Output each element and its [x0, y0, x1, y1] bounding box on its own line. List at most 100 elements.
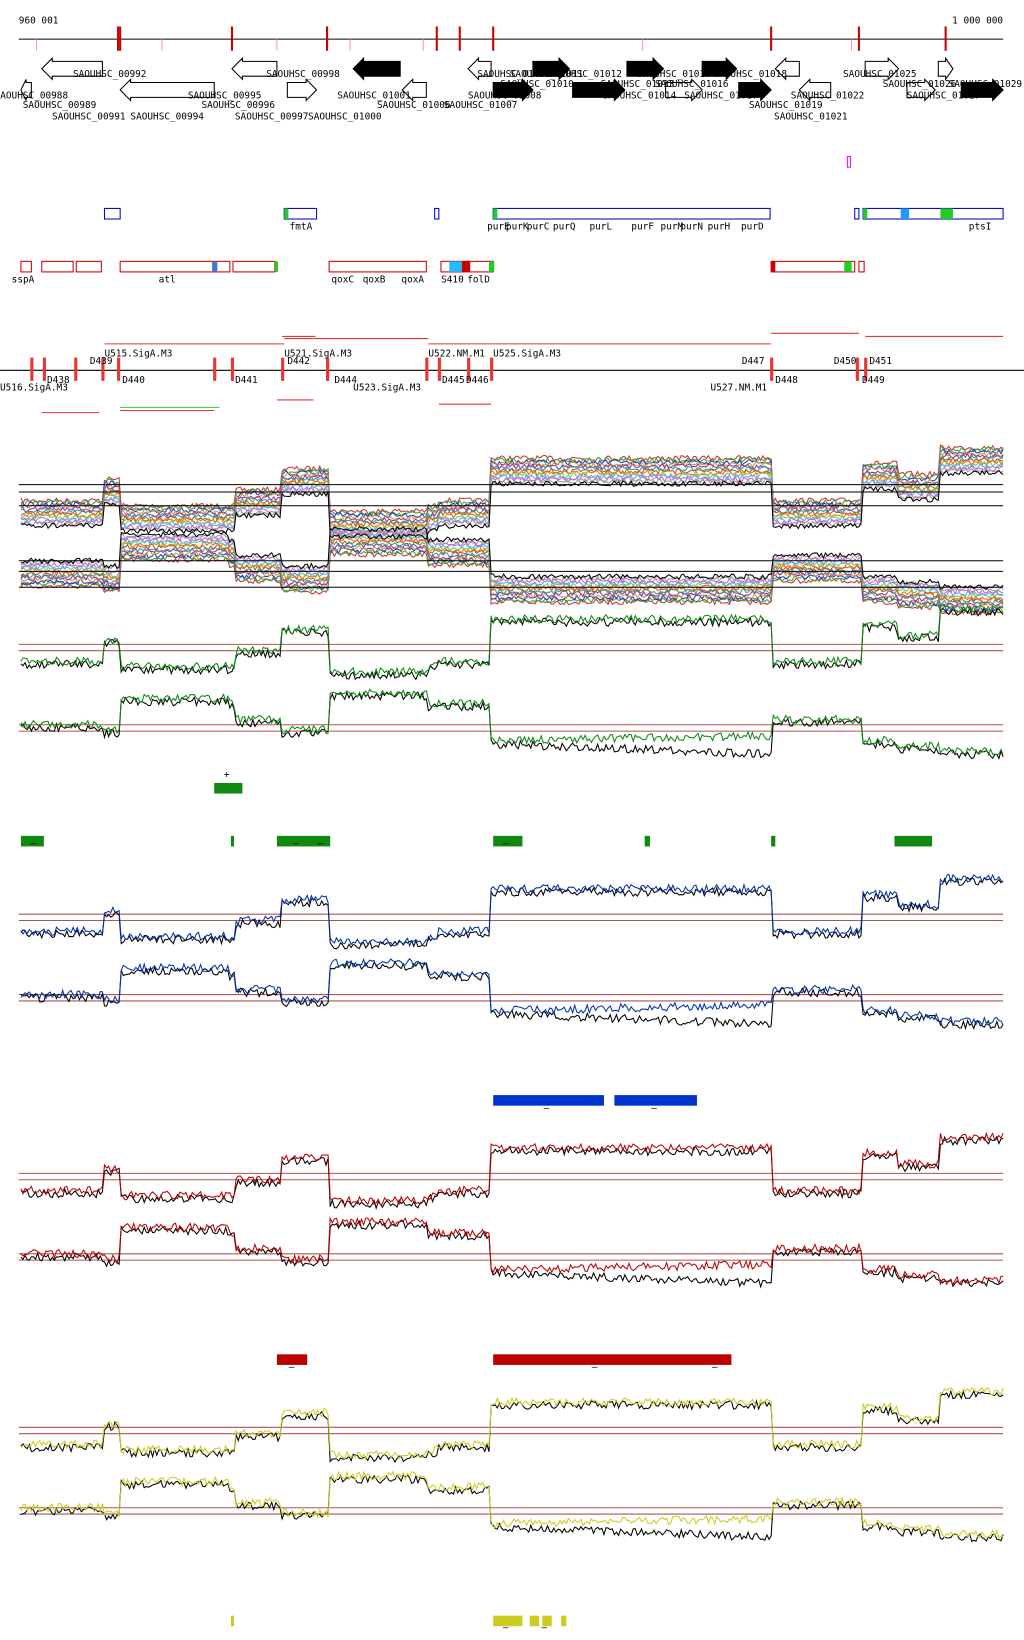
gene-label: SAOUHSC_01007 — [444, 100, 518, 111]
feature-label: purH — [708, 222, 731, 233]
segment-edge — [855, 357, 859, 381]
segment-edge — [425, 357, 429, 381]
gene-label: SAOUHSC_01013 — [601, 79, 675, 90]
result-bar — [493, 1095, 604, 1106]
segment-edge — [230, 357, 235, 381]
gene-label: SAOUHSC_00996 — [201, 100, 275, 111]
feature-label: purN — [680, 222, 703, 233]
trace — [20, 873, 1004, 948]
result-bar — [276, 1354, 308, 1365]
gene-arrow — [20, 79, 32, 101]
expr-trace — [20, 450, 1004, 521]
segment-label: U521.SigA.M3 — [284, 349, 352, 360]
ruler-end: 1 000 000 — [952, 15, 1003, 26]
trace — [20, 1470, 1004, 1539]
gene-label: SAOUHSC_01021 — [774, 112, 848, 123]
trace — [20, 961, 1004, 1031]
gene-arrow — [701, 56, 738, 81]
gene-arrow — [401, 78, 427, 102]
gene-arrow — [41, 56, 103, 81]
sign-label: – — [592, 1362, 598, 1373]
segment-label: U523.SigA.M3 — [353, 382, 421, 393]
result-bar — [894, 835, 933, 847]
segment-label: D442 — [287, 356, 310, 367]
gene-label: SAOUHSC_01019 — [749, 100, 823, 111]
gene-label: SAOUHSC_01015 — [637, 69, 711, 80]
trace — [20, 1216, 1004, 1286]
feature-box — [434, 207, 440, 220]
sign-label: – — [31, 838, 37, 849]
segment-label: U525.SigA.M3 — [493, 349, 561, 360]
result-bar — [493, 1615, 523, 1627]
feature-label: atl — [159, 274, 176, 285]
segment-edge — [101, 357, 105, 381]
result-bar — [214, 782, 243, 794]
gene-arrow — [231, 56, 278, 81]
sign-label: – — [318, 838, 324, 849]
expr-trace — [20, 525, 1004, 590]
expr-trace — [20, 469, 1004, 540]
operon-mark — [844, 261, 852, 272]
trace — [20, 1386, 1004, 1461]
segment-label: D438 — [47, 375, 70, 386]
segment-edge — [770, 357, 774, 381]
gene-arrow — [532, 56, 571, 81]
operon-mark — [212, 261, 218, 272]
feature-label: purQ — [553, 222, 576, 233]
trace — [20, 1131, 1004, 1206]
expr-trace — [20, 536, 1004, 602]
gene-label: SAOUHSC_01029 — [949, 79, 1023, 90]
gene-label: SAOUHSC_01012 — [548, 69, 622, 80]
sign-label: – — [712, 1362, 718, 1373]
segment-label: D440 — [122, 375, 145, 386]
segment-label: D451 — [869, 356, 892, 367]
segment-label: U516.SigA.M3 — [0, 382, 68, 393]
segment-edge — [467, 357, 471, 381]
segment-label: D449 — [862, 375, 885, 386]
result-bar — [561, 1615, 567, 1627]
result-bar — [230, 1615, 235, 1627]
expr-trace — [20, 452, 1004, 524]
gene-arrow — [119, 78, 215, 102]
segment-edge — [117, 357, 121, 381]
gene-label: SAOUHSC_01001 — [337, 90, 411, 101]
result-bar — [493, 1354, 732, 1365]
operon-box — [328, 260, 427, 273]
sign-label: – — [503, 1622, 509, 1633]
feature-label: fmtA — [290, 222, 313, 233]
trace — [20, 1389, 1004, 1463]
feature-box — [103, 207, 121, 220]
feature-label: qoxC — [331, 274, 354, 285]
operon-box — [858, 260, 865, 273]
result-bar — [644, 835, 650, 847]
feature-label: qoxA — [401, 274, 424, 285]
segment-edge — [490, 357, 494, 381]
gene-label: SAOUHSC_00994 — [130, 112, 204, 123]
gene-arrow — [864, 56, 900, 81]
segment-label: D448 — [775, 375, 798, 386]
gene-label: SAOUHSC_01026 — [883, 79, 957, 90]
sign-label: – — [544, 1103, 550, 1114]
segment-label: D450 — [834, 356, 857, 367]
result-bar — [276, 835, 331, 847]
expr-trace — [20, 540, 1004, 606]
gene-arrow — [774, 56, 800, 81]
expr-trace — [20, 460, 1004, 532]
feature-box — [846, 156, 852, 168]
feature-label: purE — [487, 222, 510, 233]
feature-label: purL — [590, 222, 613, 233]
sign-label: – — [289, 1362, 295, 1373]
segment-label: D447 — [742, 356, 765, 367]
segment-label: D446 — [466, 375, 489, 386]
feature-label: purK — [506, 222, 529, 233]
feature-label: purF — [631, 222, 654, 233]
feature-label: sspA — [12, 274, 35, 285]
operon-box — [119, 260, 231, 273]
feature-label: purM — [661, 222, 684, 233]
segment-edge — [74, 357, 78, 381]
gene-label: SAOUHSC_01014 — [603, 90, 677, 101]
gene-label: SAOUHSC_00997 — [235, 112, 309, 123]
gene-arrow — [960, 78, 1004, 102]
sign-label: – — [503, 838, 509, 849]
operon-mark — [461, 261, 471, 272]
